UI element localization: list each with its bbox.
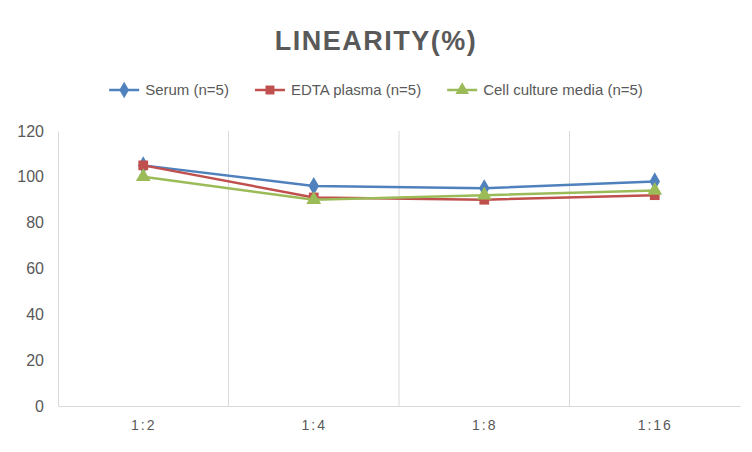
y-tick: 80 <box>26 214 58 231</box>
x-tick: 1:4 <box>302 406 327 433</box>
marker <box>136 168 151 181</box>
grid-line <box>569 131 570 406</box>
y-tick-label: 20 <box>26 352 44 369</box>
x-tick-label: 1:4 <box>302 417 327 433</box>
series <box>138 161 659 205</box>
x-tick: 1:8 <box>472 406 497 433</box>
marker <box>477 187 492 200</box>
grid-line <box>228 131 229 406</box>
y-axis: 0 20 40 60 80 100 120 <box>17 123 58 415</box>
legend-item: Cell culture media (n=5) <box>447 81 643 98</box>
y-tick: 100 <box>17 168 58 185</box>
marker <box>647 182 662 195</box>
legend-marker <box>265 86 274 95</box>
plot-area <box>136 156 662 204</box>
title: LINEARITY(%) <box>275 26 478 56</box>
y-axis-line <box>58 132 59 407</box>
legend: Serum (n=5) EDTA plasma (n=5) Cell culture… <box>109 81 643 98</box>
y-tick-label: 60 <box>26 260 44 277</box>
legend-label: Serum (n=5) <box>145 81 229 98</box>
y-tick-label: 100 <box>17 168 44 185</box>
legend-marker <box>119 82 129 99</box>
series <box>138 156 660 197</box>
y-tick-label: 0 <box>35 398 44 415</box>
x-tick-label: 1:8 <box>472 417 497 433</box>
legend-item: EDTA plasma (n=5) <box>255 81 421 98</box>
series-line <box>143 165 655 199</box>
grid <box>229 131 570 406</box>
x-axis-line <box>59 406 741 407</box>
x-tick-label: 1:16 <box>638 417 673 433</box>
legend-label: Cell culture media (n=5) <box>483 81 643 98</box>
legend-label: EDTA plasma (n=5) <box>291 81 421 98</box>
grid-line <box>399 131 400 406</box>
series-line <box>143 165 655 188</box>
y-tick-label: 40 <box>26 306 44 323</box>
y-tick-label: 80 <box>26 214 44 231</box>
marker <box>306 191 321 204</box>
legend-marker <box>455 82 469 94</box>
series <box>136 168 662 204</box>
chart: LINEARITY(%) 0 20 40 60 80 100 120 1:2 1:4 1:8 1:16… <box>0 0 752 452</box>
y-tick: 20 <box>26 352 58 369</box>
y-tick: 120 <box>17 123 58 140</box>
x-tick: 1:16 <box>638 406 673 433</box>
y-tick: 40 <box>26 306 58 323</box>
x-tick-label: 1:2 <box>131 417 156 433</box>
legend-item: Serum (n=5) <box>109 81 229 98</box>
y-tick: 0 <box>35 398 58 415</box>
y-tick-label: 120 <box>17 123 44 140</box>
x-tick: 1:2 <box>131 406 156 433</box>
x-axis: 1:2 1:4 1:8 1:16 <box>59 406 741 433</box>
series-line <box>143 177 655 200</box>
y-tick: 60 <box>26 260 58 277</box>
